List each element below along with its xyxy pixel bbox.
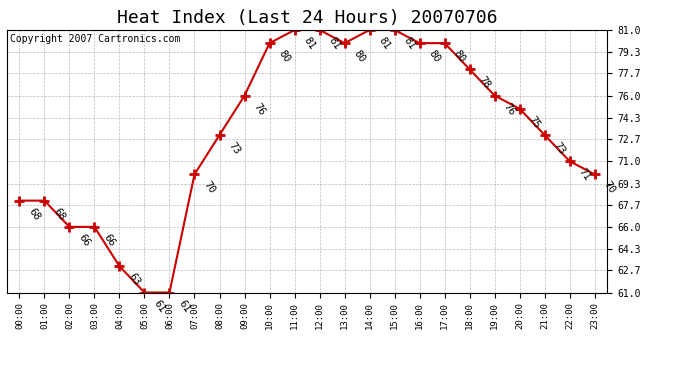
Text: 80: 80 [277, 49, 292, 64]
Text: 75: 75 [526, 114, 542, 130]
Text: 81: 81 [402, 36, 417, 51]
Text: 70: 70 [201, 180, 217, 196]
Text: 61: 61 [177, 298, 192, 314]
Text: 73: 73 [551, 141, 567, 156]
Text: 78: 78 [477, 75, 492, 91]
Text: 68: 68 [51, 206, 67, 222]
Text: 61: 61 [151, 298, 167, 314]
Text: 80: 80 [426, 49, 442, 64]
Title: Heat Index (Last 24 Hours) 20070706: Heat Index (Last 24 Hours) 20070706 [117, 9, 497, 27]
Text: 81: 81 [302, 36, 317, 51]
Text: 66: 66 [77, 232, 92, 248]
Text: 63: 63 [126, 272, 141, 288]
Text: 76: 76 [251, 101, 267, 117]
Text: 68: 68 [26, 206, 41, 222]
Text: 81: 81 [326, 36, 342, 51]
Text: 80: 80 [451, 49, 467, 64]
Text: 80: 80 [351, 49, 367, 64]
Text: 70: 70 [602, 180, 617, 196]
Text: 81: 81 [377, 36, 392, 51]
Text: Copyright 2007 Cartronics.com: Copyright 2007 Cartronics.com [10, 34, 180, 44]
Text: 73: 73 [226, 141, 242, 156]
Text: 66: 66 [101, 232, 117, 248]
Text: 71: 71 [577, 167, 592, 183]
Text: 76: 76 [502, 101, 517, 117]
